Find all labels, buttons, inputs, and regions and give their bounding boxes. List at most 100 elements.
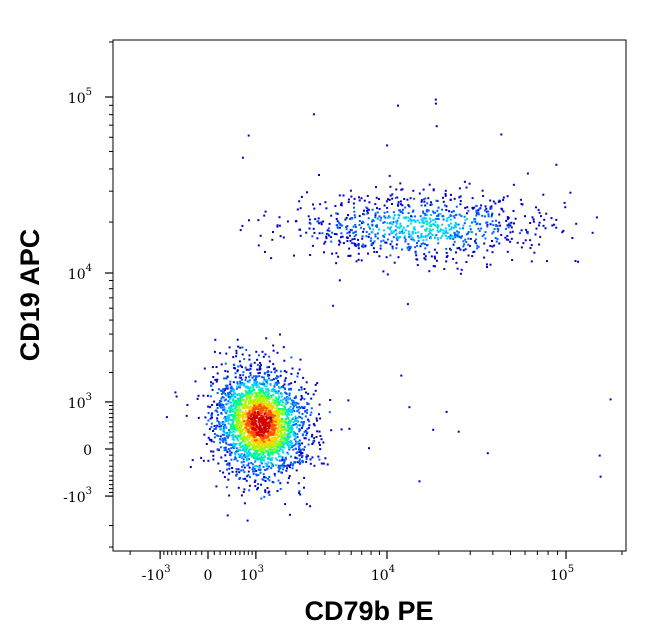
event-dot bbox=[417, 231, 420, 234]
event-dot bbox=[260, 412, 263, 414]
event-dot bbox=[464, 219, 467, 222]
event-dot bbox=[235, 474, 238, 477]
event-dot bbox=[504, 236, 507, 239]
event-dot bbox=[424, 204, 427, 207]
event-dot bbox=[255, 411, 258, 414]
event-dot bbox=[250, 433, 253, 436]
event-dot bbox=[525, 228, 528, 231]
event-dot bbox=[318, 430, 321, 433]
event-dot bbox=[326, 232, 328, 235]
event-dot bbox=[313, 464, 316, 467]
event-dot bbox=[266, 467, 269, 470]
event-dot bbox=[328, 411, 331, 414]
event-dot bbox=[238, 471, 241, 474]
event-dot bbox=[207, 419, 210, 422]
event-dot bbox=[265, 403, 267, 406]
event-dot bbox=[244, 376, 247, 379]
event-dot bbox=[268, 494, 271, 496]
event-dot bbox=[301, 426, 303, 429]
x-tick-label: 105 bbox=[550, 564, 574, 584]
event-dot bbox=[461, 235, 463, 238]
event-dot bbox=[237, 386, 240, 389]
event-dot bbox=[283, 429, 286, 432]
event-dot bbox=[273, 368, 276, 371]
event-dot bbox=[255, 456, 258, 458]
event-dot bbox=[238, 414, 241, 417]
event-dot bbox=[437, 218, 440, 220]
event-dot bbox=[415, 254, 418, 257]
event-dot bbox=[274, 381, 277, 384]
event-dot bbox=[383, 215, 386, 218]
event-dot bbox=[339, 203, 342, 206]
event-dot bbox=[435, 251, 438, 254]
event-dot bbox=[250, 455, 253, 458]
event-dot bbox=[235, 425, 238, 428]
event-dot bbox=[287, 442, 290, 445]
event-dot bbox=[314, 389, 317, 392]
event-dot bbox=[252, 406, 255, 409]
event-dot bbox=[255, 439, 258, 442]
event-dot bbox=[284, 423, 286, 425]
event-dot bbox=[427, 233, 430, 235]
event-dot bbox=[262, 442, 265, 445]
event-dot bbox=[209, 406, 212, 409]
event-dot bbox=[569, 191, 572, 194]
event-dot bbox=[385, 241, 388, 244]
event-dot bbox=[485, 207, 488, 210]
event-dot bbox=[318, 174, 320, 176]
event-dot bbox=[520, 246, 523, 249]
event-dot bbox=[397, 104, 399, 107]
event-dot bbox=[325, 235, 328, 238]
event-dot bbox=[233, 428, 236, 430]
event-dot bbox=[268, 479, 271, 482]
event-dot bbox=[289, 424, 292, 427]
event-dot bbox=[249, 390, 252, 393]
event-dot bbox=[462, 240, 465, 243]
event-dot bbox=[215, 380, 218, 383]
event-dot bbox=[283, 425, 286, 428]
event-dot bbox=[420, 200, 423, 203]
event-dot bbox=[245, 423, 247, 426]
event-dot bbox=[255, 473, 258, 476]
event-dot bbox=[254, 479, 257, 482]
event-dot bbox=[340, 428, 343, 431]
event-dot bbox=[293, 438, 296, 441]
event-dot bbox=[282, 433, 285, 436]
event-dot bbox=[428, 183, 431, 186]
event-dot bbox=[278, 459, 281, 462]
event-dot bbox=[414, 220, 417, 223]
event-dot bbox=[242, 393, 245, 396]
event-dot bbox=[210, 450, 213, 453]
event-dot bbox=[316, 419, 318, 422]
event-dot bbox=[226, 402, 229, 405]
event-dot bbox=[287, 444, 290, 447]
event-dot bbox=[244, 456, 247, 458]
event-dot bbox=[399, 211, 402, 213]
event-dot bbox=[267, 402, 270, 405]
event-dot bbox=[287, 411, 290, 414]
event-dot bbox=[292, 400, 295, 403]
y-tick-label: 0 bbox=[83, 443, 92, 459]
event-dot bbox=[298, 451, 301, 454]
event-dot bbox=[257, 418, 260, 420]
event-dot bbox=[265, 468, 268, 471]
event-dot bbox=[259, 382, 262, 385]
event-dot bbox=[276, 459, 279, 461]
event-dot bbox=[418, 192, 421, 195]
event-dot bbox=[267, 491, 270, 494]
event-dot bbox=[287, 398, 290, 401]
event-dot bbox=[246, 405, 249, 407]
event-dot bbox=[262, 453, 265, 456]
event-dot bbox=[363, 199, 366, 202]
event-dot bbox=[265, 465, 268, 467]
event-dot bbox=[261, 424, 264, 427]
event-dot bbox=[252, 425, 255, 428]
event-dot bbox=[395, 243, 398, 246]
event-dot bbox=[279, 418, 282, 421]
event-dot bbox=[462, 245, 465, 248]
event-dot bbox=[497, 228, 500, 231]
event-dot bbox=[251, 407, 253, 410]
event-dot bbox=[538, 224, 540, 227]
event-dot bbox=[259, 461, 262, 464]
event-dot bbox=[306, 191, 308, 194]
